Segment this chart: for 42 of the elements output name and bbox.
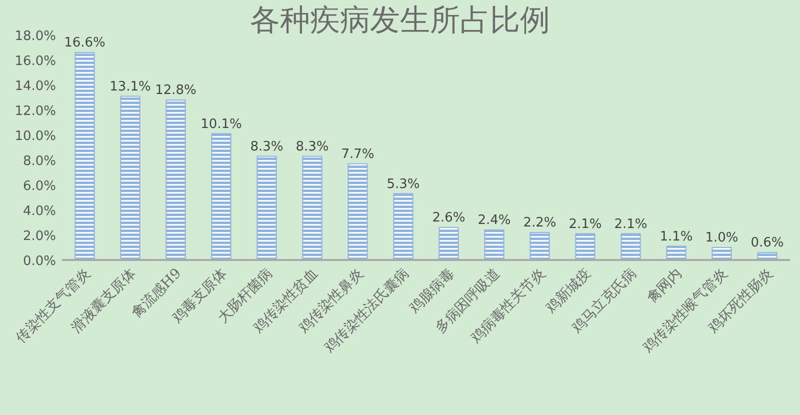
data-label: 0.6% — [750, 236, 784, 250]
y-tick-label: 0.0% — [22, 254, 56, 269]
data-label: 8.3% — [296, 139, 329, 154]
bar — [484, 230, 504, 260]
bar — [620, 233, 641, 260]
bar — [712, 247, 732, 260]
data-label: 1.1% — [660, 229, 693, 244]
data-label: 5.3% — [386, 176, 420, 192]
data-label: 13.1% — [110, 79, 151, 94]
y-tick-label: 10.0% — [14, 129, 56, 144]
y-tick-label: 18.0% — [14, 29, 56, 44]
data-label: 7.7% — [341, 146, 374, 162]
data-label: 16.6% — [64, 36, 106, 50]
bar — [120, 96, 140, 260]
y-tick-label: 2.0% — [22, 229, 56, 244]
y-tick-label: 16.0% — [14, 54, 56, 69]
y-tick-label: 4.0% — [22, 204, 56, 219]
data-label: 8.3% — [250, 139, 284, 154]
bar — [666, 246, 686, 260]
data-label: 2.4% — [478, 213, 511, 228]
bar — [438, 227, 459, 260]
y-tick-label: 12.0% — [14, 104, 56, 119]
data-label: 2.1% — [568, 216, 602, 232]
data-label: 2.2% — [523, 216, 556, 230]
data-label: 10.1% — [200, 116, 242, 132]
bar — [575, 233, 596, 260]
bar — [393, 193, 414, 260]
bar — [256, 156, 277, 260]
y-tick-label: 14.0% — [14, 79, 56, 94]
bar — [530, 232, 550, 260]
data-label: 1.0% — [705, 230, 738, 246]
bar — [74, 52, 95, 260]
data-label: 2.1% — [614, 216, 648, 232]
bar — [166, 100, 186, 260]
bar — [211, 133, 232, 260]
data-label: 2.6% — [432, 210, 466, 226]
chart-title: 各种疾病发生所占比例 — [250, 3, 550, 38]
y-tick-label: 6.0% — [22, 179, 56, 194]
data-label: 12.8% — [155, 83, 196, 98]
y-tick-label: 8.0% — [22, 154, 56, 169]
bar — [348, 163, 368, 260]
bar — [302, 156, 322, 260]
